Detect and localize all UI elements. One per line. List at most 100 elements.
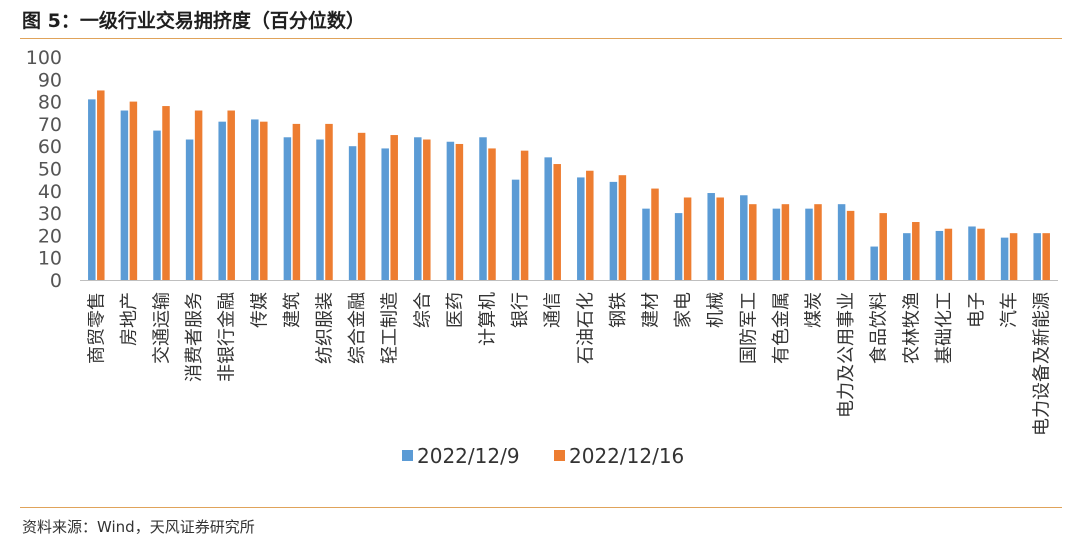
bar-2022-12-16 (651, 188, 659, 280)
bar-2022-12-9 (837, 204, 846, 280)
x-category-label: 电力及公用事业 (836, 292, 857, 418)
x-category-label: 食品饮料 (869, 292, 890, 364)
x-category-label: 医药 (445, 292, 466, 328)
y-tick-label: 0 (50, 270, 62, 292)
bar-2022-12-9 (88, 99, 96, 281)
bar-2022-12-9 (772, 208, 781, 280)
bar-2022-12-16 (423, 139, 431, 280)
bar-2022-12-9 (1000, 237, 1009, 280)
y-tick-label: 50 (38, 159, 62, 181)
bar-2022-12-16 (846, 210, 855, 280)
bar-2022-12-9 (348, 146, 357, 280)
bar-2022-12-16 (260, 121, 268, 280)
x-category-label: 石油石化 (575, 292, 596, 364)
x-category-label: 基础化工 (934, 292, 955, 364)
bar-2022-12-9 (479, 137, 487, 280)
bar-2022-12-9 (609, 181, 618, 280)
bar-chart: 0102030405060708090100 商贸零售 房地产 交通运输 消费者服务非… (26, 47, 1058, 468)
bar-2022-12-16 (455, 143, 464, 280)
bar-2022-12-16 (357, 132, 366, 280)
x-category-label: 有色金属 (771, 292, 792, 364)
x-category-label: 非银行金融 (217, 292, 238, 382)
x-category-label: 农林牧渔 (901, 292, 922, 364)
bar-2022-12-9 (577, 177, 585, 280)
legend: 2022/12/9 2022/12/16 (402, 444, 684, 468)
x-category-label: 传媒 (249, 292, 270, 328)
bar-2022-12-16 (879, 213, 887, 280)
x-category-label: 机械 (706, 292, 727, 328)
bar-2022-12-9 (251, 119, 259, 280)
bar-2022-12-9 (805, 208, 813, 280)
x-category-label: 计算机 (478, 292, 499, 346)
x-axis: 商贸零售 房地产 交通运输 消费者服务 非银行金融 传媒 建筑 纺织服装 综合金融 轻工制造 综合医… (80, 280, 1058, 436)
x-category-label: 建筑 (282, 292, 303, 328)
bar-2022-12-16 (749, 204, 757, 280)
y-tick-label: 10 (38, 248, 62, 270)
source-note: 资料来源：Wind，天风证券研究所 (22, 518, 255, 536)
bar-2022-12-16 (912, 222, 920, 280)
bar-2022-12-9 (935, 230, 944, 280)
bar-2022-12-16 (716, 197, 724, 280)
y-tick-label: 90 (38, 69, 62, 91)
bar-2022-12-16 (683, 197, 692, 280)
x-category-label: 电子 (967, 292, 988, 328)
bar-2022-12-9 (1033, 233, 1041, 280)
bar-2022-12-9 (381, 148, 389, 280)
bar-2022-12-9 (185, 139, 194, 280)
bar-2022-12-9 (642, 208, 650, 280)
x-category-label: 电力设备及新能源 (1032, 292, 1053, 436)
y-tick-label: 20 (38, 225, 62, 247)
x-category-label: 汽车 (999, 292, 1020, 328)
bar-2022-12-16 (325, 123, 333, 281)
bar-2022-12-16 (618, 175, 627, 280)
x-category-label: 房地产 (119, 292, 140, 346)
x-category-label: 煤炭 (804, 292, 825, 328)
bar-2022-12-9 (218, 121, 226, 280)
legend-label: 2022/12/16 (569, 444, 684, 468)
legend-swatch-2022-12-16 (554, 450, 565, 461)
y-tick-label: 100 (26, 47, 62, 69)
y-tick-label: 30 (38, 203, 62, 225)
y-tick-label: 70 (38, 114, 62, 136)
x-category-label: 综合 (412, 292, 433, 328)
bar-2022-12-16 (162, 106, 170, 280)
bar-2022-12-16 (488, 148, 496, 280)
bar-2022-12-16 (194, 110, 203, 281)
x-category-label: 轻工制造 (380, 292, 401, 364)
bar-2022-12-16 (944, 228, 953, 280)
bar-2022-12-9 (120, 110, 129, 281)
bar-2022-12-16 (586, 170, 594, 280)
bar-2022-12-16 (227, 110, 235, 281)
bar-2022-12-16 (977, 228, 985, 280)
bar-2022-12-9 (511, 179, 520, 280)
bar-2022-12-9 (544, 157, 552, 280)
bar-2022-12-9 (870, 246, 878, 280)
x-category-label: 纺织服装 (315, 292, 336, 364)
x-category-label: 国防军工 (738, 292, 759, 364)
bar-2022-12-16 (292, 123, 301, 281)
x-category-label: 建材 (641, 292, 662, 328)
bar-2022-12-9 (968, 226, 976, 280)
bar-2022-12-16 (553, 164, 561, 280)
bar-2022-12-9 (674, 213, 683, 280)
y-tick-label: 40 (38, 181, 62, 203)
bar-2022-12-9 (740, 195, 748, 280)
bar-2022-12-16 (129, 101, 138, 280)
bars (88, 90, 1050, 281)
bottom-rule (20, 507, 1062, 508)
bar-2022-12-16 (390, 135, 398, 280)
bar-2022-12-9 (446, 141, 455, 280)
bar-2022-12-9 (707, 193, 715, 280)
bar-2022-12-16 (1009, 233, 1018, 280)
bar-2022-12-16 (520, 150, 529, 280)
x-category-label: 交通运输 (152, 292, 173, 364)
bar-2022-12-16 (1042, 233, 1050, 280)
legend-swatch-2022-12-9 (402, 450, 413, 461)
x-category-label: 家电 (673, 292, 694, 328)
figure-title: 图 5：一级行业交易拥挤度（百分位数） (22, 10, 365, 32)
bar-2022-12-9 (153, 130, 161, 280)
bar-2022-12-9 (316, 139, 324, 280)
top-rule (20, 38, 1062, 39)
y-tick-label: 60 (38, 136, 62, 158)
